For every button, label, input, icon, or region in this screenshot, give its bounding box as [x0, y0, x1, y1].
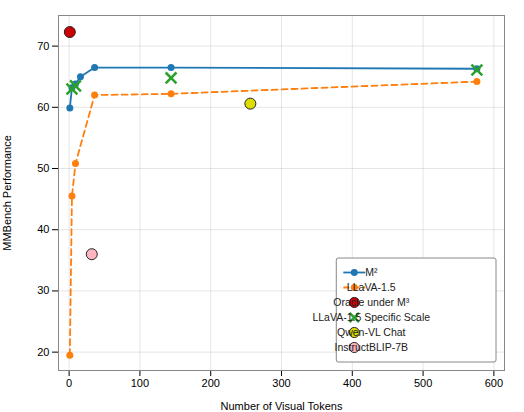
svg-text:MMBench Performance: MMBench Performance: [1, 135, 13, 251]
svg-text:0: 0: [66, 377, 72, 389]
svg-text:LLaVA-1.5: LLaVA-1.5: [347, 281, 396, 293]
svg-text:70: 70: [37, 40, 49, 52]
svg-text:300: 300: [272, 377, 290, 389]
svg-text:30: 30: [37, 284, 49, 296]
svg-text:LLaVA-1.5 Specific Scale: LLaVA-1.5 Specific Scale: [312, 311, 430, 323]
svg-text:100: 100: [131, 377, 149, 389]
svg-text:500: 500: [414, 377, 432, 389]
svg-text:20: 20: [37, 346, 49, 358]
svg-text:600: 600: [485, 377, 503, 389]
svg-text:60: 60: [37, 101, 49, 113]
svg-text:400: 400: [343, 377, 361, 389]
svg-text:200: 200: [202, 377, 220, 389]
svg-text:Qwen-VL Chat: Qwen-VL Chat: [337, 326, 406, 338]
svg-text:M²: M²: [365, 266, 378, 278]
svg-text:50: 50: [37, 162, 49, 174]
svg-text:Oracle under M³: Oracle under M³: [333, 296, 409, 308]
svg-text:40: 40: [37, 223, 49, 235]
svg-text:InstructBLIP-7B: InstructBLIP-7B: [335, 341, 409, 353]
svg-text:Number of Visual Tokens: Number of Visual Tokens: [221, 400, 343, 412]
